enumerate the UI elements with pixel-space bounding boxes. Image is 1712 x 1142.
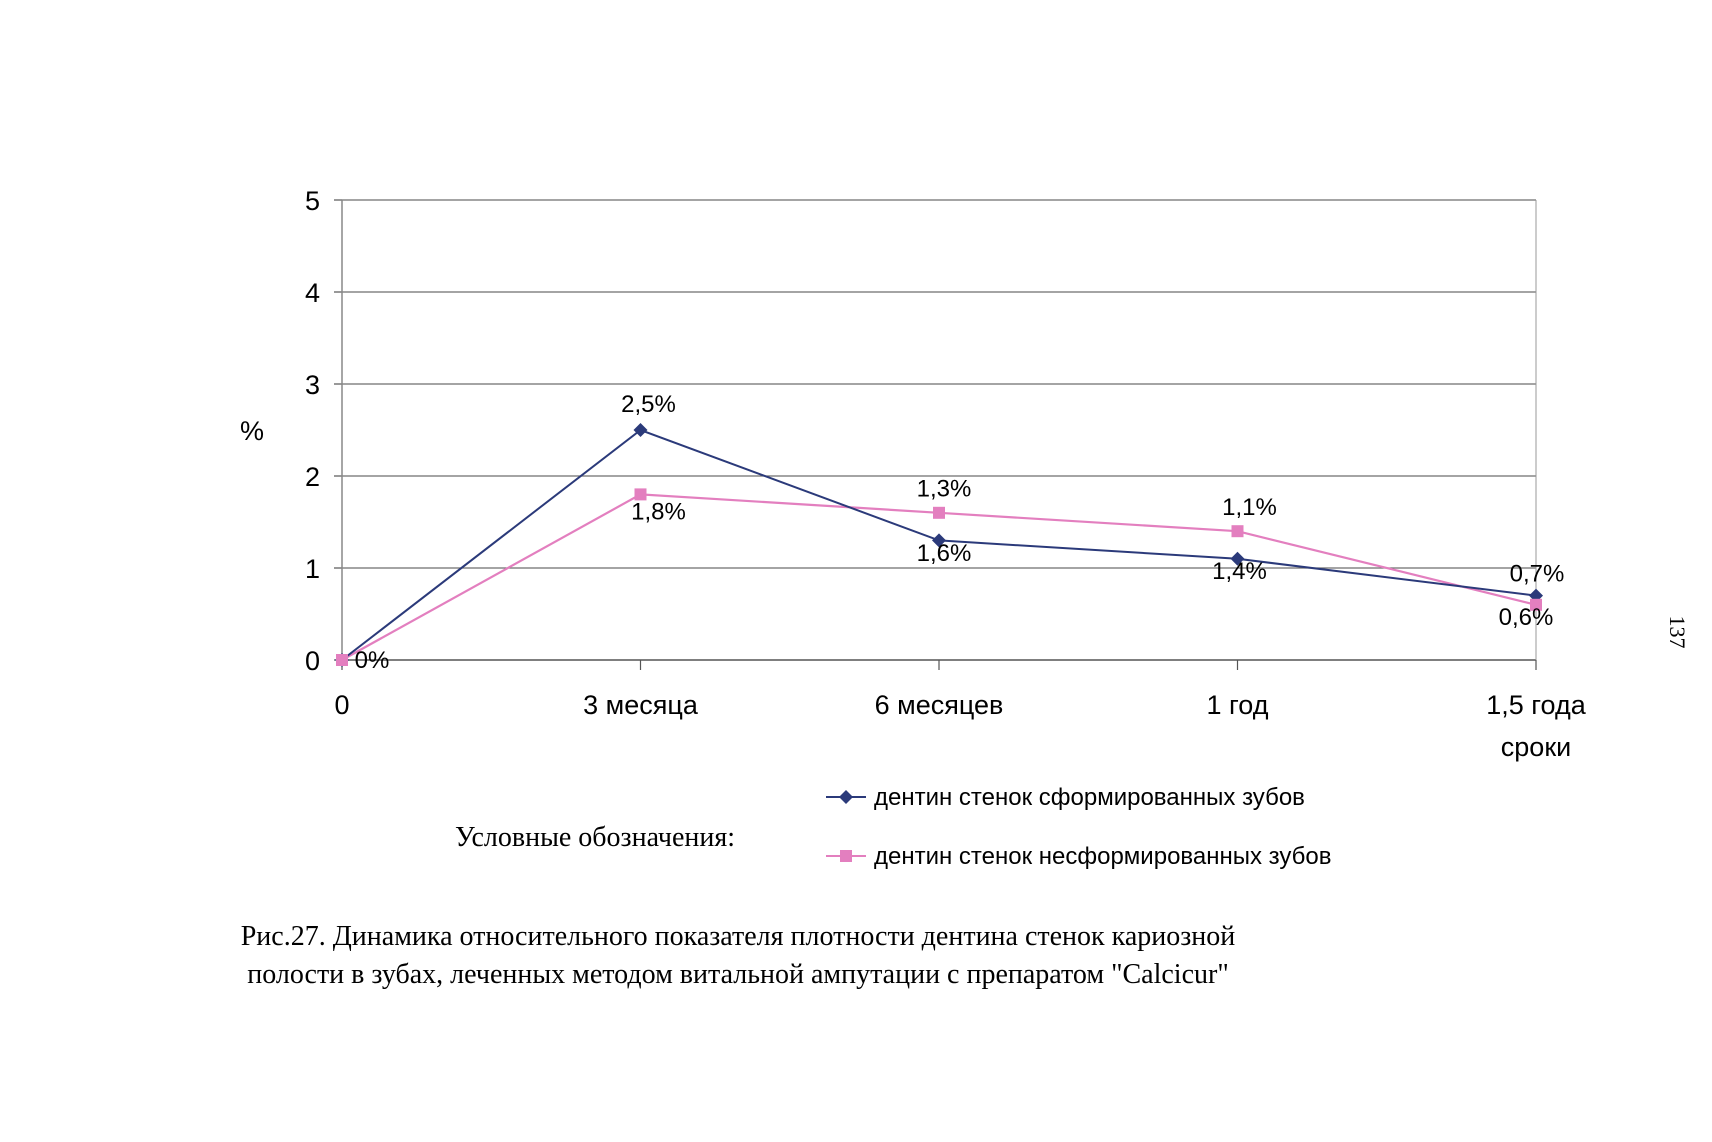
- page-number: 137: [1665, 616, 1690, 649]
- data-label: 1,6%: [917, 540, 972, 567]
- data-labels: 2,5% 1,3% 1,1% 0,7% 0% 1,8% 1,6% 1,4% 0,6%: [355, 391, 1565, 674]
- y-tick-label: 2: [305, 462, 320, 492]
- series-1-marker: [633, 423, 648, 437]
- y-tick-label: 3: [305, 370, 320, 400]
- y-tick-label: 1: [305, 554, 320, 584]
- data-label: 0,7%: [1510, 561, 1565, 588]
- legend-caption: Условные обозначения:: [455, 822, 735, 853]
- y-tick-label: 0: [305, 646, 320, 676]
- series-2-marker: [634, 488, 647, 501]
- data-label: 1,8%: [631, 498, 686, 525]
- series: [335, 423, 1543, 667]
- series-1-marker: [1230, 551, 1245, 566]
- y-tick-label: 4: [305, 278, 320, 308]
- series-2-marker: [1231, 525, 1244, 538]
- series-2-marker: [933, 506, 945, 519]
- x-tick-label: 1 год: [1207, 690, 1269, 720]
- x-tick-label: 3 месяца: [583, 690, 699, 720]
- data-label: 1,4%: [1212, 558, 1267, 585]
- y-tick-label: 5: [305, 186, 320, 216]
- data-label: 0,6%: [1499, 604, 1554, 631]
- legend-label: дентин стенок сформированных зубов: [874, 784, 1305, 811]
- legend-label: дентин стенок несформированных зубов: [874, 843, 1332, 870]
- series-line-2: [341, 493, 1537, 661]
- x-tick-label: 6 месяцев: [875, 690, 1004, 720]
- x-axis-title: сроки: [1501, 732, 1571, 762]
- y-tick-labels: 0 1 2 3 4 5: [305, 186, 320, 676]
- series-1-marker: [932, 533, 946, 548]
- axes: [341, 200, 1537, 661]
- x-tick-label: 1,5 года: [1486, 690, 1586, 720]
- x-tick-labels: 0 3 месяца 6 месяцев 1 год 1,5 года: [334, 690, 1586, 720]
- figure-caption-line-2: полости в зубах, леченных методом виталь…: [247, 959, 1229, 990]
- data-label: 1,3%: [917, 475, 972, 502]
- x-tick-label: 0: [334, 690, 349, 720]
- legend-marker: [840, 850, 852, 862]
- data-label: 1,1%: [1222, 494, 1277, 521]
- y-axis-title: %: [240, 416, 264, 446]
- data-label: 2,5%: [621, 391, 676, 418]
- series-2-marker: [336, 654, 348, 666]
- figure-caption-line-1: Рис.27. Динамика относительного показате…: [241, 921, 1236, 952]
- data-label: 0%: [355, 647, 390, 674]
- legend-marker: [839, 790, 853, 804]
- grid-lines: [334, 199, 1537, 670]
- series-2-marker: [1530, 598, 1542, 611]
- legend: дентин стенок сформированных зубов дентин…: [826, 784, 1332, 870]
